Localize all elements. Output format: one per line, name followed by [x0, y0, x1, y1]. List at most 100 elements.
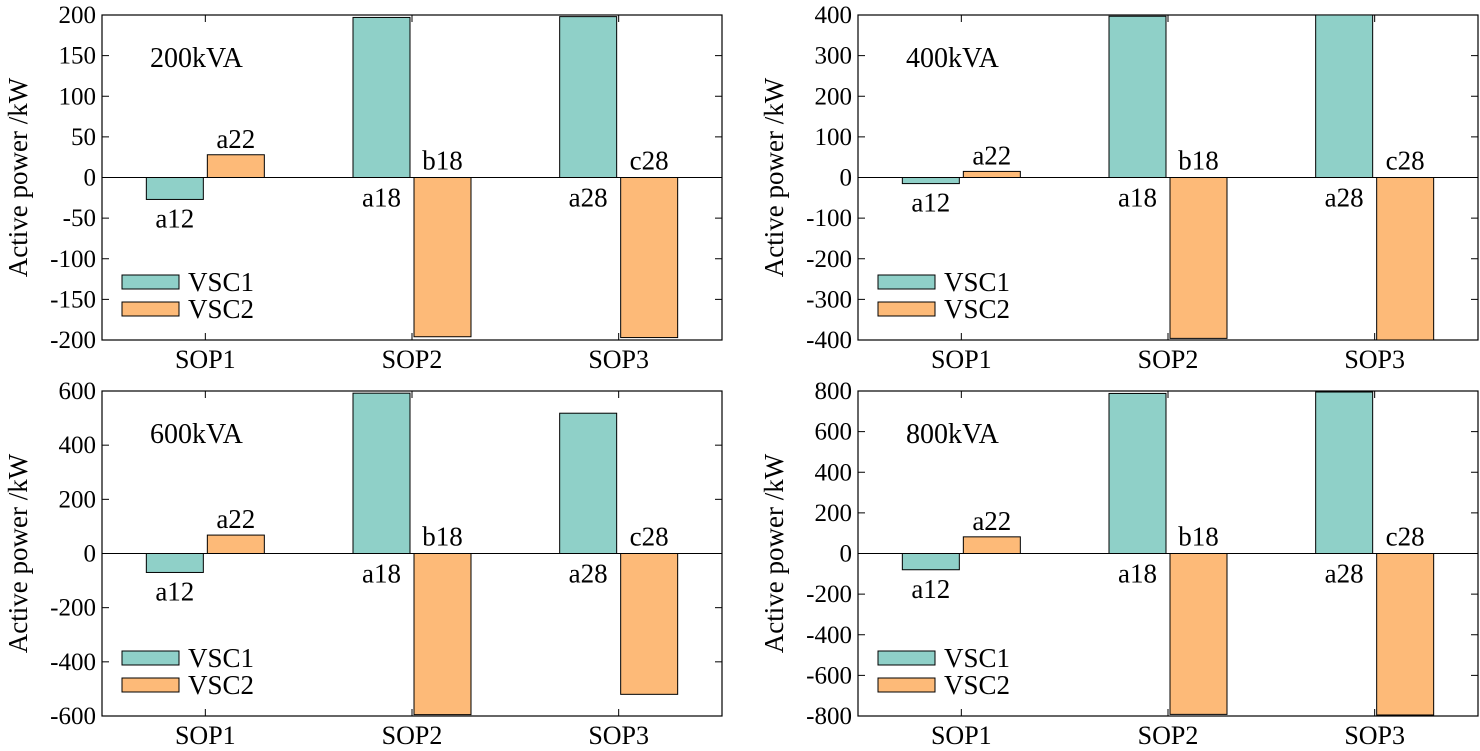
y-tick-label: 100 — [815, 124, 853, 151]
y-tick-label: 600 — [815, 419, 853, 446]
y-tick-label: -200 — [806, 246, 852, 273]
bar-vsc2-sop3 — [620, 177, 679, 339]
y-axis-label: Active power /kW — [759, 453, 789, 653]
x-category-label: SOP2 — [1138, 721, 1199, 750]
y-tick-label: -50 — [63, 205, 96, 232]
bar-label: c28 — [630, 146, 669, 176]
y-axis-label: Active power /kW — [3, 453, 33, 653]
bar-vsc1-sop1 — [145, 177, 204, 200]
bar-label: a28 — [1325, 559, 1364, 589]
bar-label: c28 — [1386, 522, 1425, 552]
y-tick-label: -400 — [806, 327, 852, 354]
bar-label: b18 — [1178, 522, 1219, 552]
x-category-label: SOP2 — [382, 345, 443, 374]
y-axis-label: Active power /kW — [3, 77, 33, 277]
bar-vsc1-sop1 — [901, 553, 960, 571]
bar-vsc2-sop2 — [1169, 553, 1228, 715]
y-tick-label: -600 — [50, 703, 96, 730]
capacity-annotation: 800kVA — [906, 419, 1000, 450]
x-category-label: SOP1 — [931, 345, 992, 374]
legend-label-vsc1: VSC1 — [944, 267, 1010, 297]
y-tick-label: 0 — [840, 541, 853, 568]
y-tick-label: -300 — [806, 286, 852, 313]
y-tick-label: 400 — [815, 459, 853, 486]
y-tick-label: 800 — [815, 378, 853, 405]
y-tick-label: 300 — [815, 43, 853, 70]
bar-label: a22 — [216, 504, 255, 534]
bar-vsc1-sop2 — [352, 16, 411, 178]
legend-swatch-vsc2 — [877, 301, 936, 317]
legend-label-vsc2: VSC2 — [188, 294, 254, 324]
x-category-label: SOP1 — [931, 721, 992, 750]
y-tick-label: -150 — [50, 286, 96, 313]
legend-label-vsc1: VSC1 — [944, 643, 1010, 673]
y-tick-label: 600 — [59, 378, 97, 405]
bar-vsc2-sop3 — [1376, 177, 1435, 341]
y-tick-label: 0 — [84, 165, 97, 192]
x-category-label: SOP3 — [588, 721, 649, 750]
y-tick-label: 0 — [840, 165, 853, 192]
legend-swatch-vsc1 — [877, 650, 936, 666]
legend-swatch-vsc2 — [877, 677, 936, 693]
bar-vsc2-sop1 — [206, 154, 265, 178]
y-tick-label: 0 — [84, 541, 97, 568]
bar-label: a12 — [911, 574, 950, 604]
bar-label: c28 — [1386, 146, 1425, 176]
bar-label: b18 — [422, 146, 463, 176]
chart-panel-3: 600 400 200 0 -200 -400 -600 SOP1 SOP2 SOP3 a12 a18… — [3, 378, 723, 750]
y-tick-label: -600 — [806, 662, 852, 689]
legend-swatch-vsc2 — [121, 301, 180, 317]
y-tick-label: -400 — [806, 622, 852, 649]
bar-label: a18 — [362, 183, 401, 213]
bar-label: a12 — [155, 203, 194, 233]
bar-vsc1-sop3 — [1315, 391, 1374, 554]
x-category-label: SOP3 — [588, 345, 649, 374]
bar-label: a22 — [216, 124, 255, 154]
capacity-annotation: 400kVA — [906, 43, 1000, 74]
bar-label: a22 — [972, 506, 1011, 536]
x-category-label: SOP2 — [382, 721, 443, 750]
y-tick-label: -200 — [50, 327, 96, 354]
bar-vsc2-sop1 — [962, 170, 1021, 178]
legend-label-vsc1: VSC1 — [188, 267, 254, 297]
x-category-label: SOP1 — [175, 721, 236, 750]
legend-label-vsc2: VSC2 — [188, 670, 254, 700]
bar-label: a18 — [362, 559, 401, 589]
bar-label: a28 — [569, 183, 608, 213]
bar-vsc1-sop3 — [1315, 14, 1374, 178]
bar-label: a18 — [1118, 183, 1157, 213]
legend-swatch-vsc1 — [121, 274, 180, 290]
y-tick-label: 200 — [815, 500, 853, 527]
capacity-annotation: 200kVA — [150, 43, 244, 74]
bar-vsc1-sop2 — [352, 392, 411, 554]
bar-label: a28 — [569, 559, 608, 589]
bar-label: a12 — [155, 576, 194, 606]
x-category-label: SOP2 — [1138, 345, 1199, 374]
bar-label: b18 — [1178, 146, 1219, 176]
bar-label: c28 — [630, 522, 669, 552]
bar-vsc2-sop3 — [620, 553, 679, 695]
y-tick-label: 200 — [59, 2, 97, 29]
bar-vsc1-sop3 — [559, 412, 618, 555]
bar-vsc2-sop2 — [413, 553, 472, 716]
y-tick-label: 150 — [59, 43, 97, 70]
y-tick-label: 100 — [59, 83, 97, 110]
x-category-label: SOP3 — [1344, 721, 1405, 750]
y-tick-label: 400 — [815, 2, 853, 29]
legend-swatch-vsc1 — [121, 650, 180, 666]
y-tick-label: -400 — [50, 649, 96, 676]
y-tick-label: 400 — [59, 432, 97, 459]
capacity-annotation: 600kVA — [150, 419, 244, 450]
legend-label-vsc1: VSC1 — [188, 643, 254, 673]
bar-vsc1-sop1 — [901, 177, 960, 185]
y-tick-label: -100 — [806, 205, 852, 232]
y-tick-label: 200 — [59, 486, 97, 513]
bar-vsc1-sop2 — [1108, 15, 1167, 178]
x-category-label: SOP1 — [175, 345, 236, 374]
bar-vsc2-sop3 — [1376, 553, 1435, 716]
legend-label-vsc2: VSC2 — [944, 294, 1010, 324]
bar-label: b18 — [422, 522, 463, 552]
x-category-label: SOP3 — [1344, 345, 1405, 374]
y-tick-label: -200 — [806, 581, 852, 608]
